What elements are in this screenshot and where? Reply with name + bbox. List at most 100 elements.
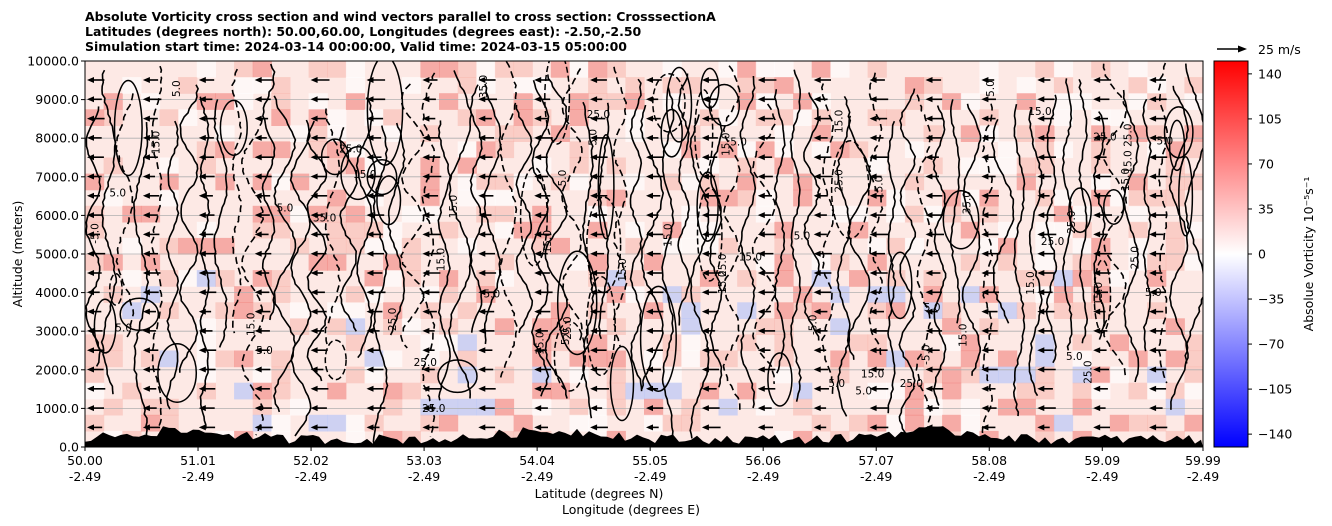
contour-label: 15.0 xyxy=(151,131,163,154)
vorticity-cell xyxy=(290,205,310,223)
contour-line xyxy=(199,96,211,429)
contour-line xyxy=(387,122,406,336)
vorticity-cell xyxy=(1035,414,1055,432)
wind-vector-head xyxy=(366,173,374,180)
wind-vector-head xyxy=(869,385,877,392)
wind-vector-head xyxy=(198,327,206,334)
wind-vector-head xyxy=(981,347,989,354)
wind-vector-head xyxy=(869,405,877,412)
vorticity-cell xyxy=(364,350,384,368)
wind-vector-head xyxy=(869,424,877,431)
vorticity-cell xyxy=(1035,382,1055,400)
wind-vector-head xyxy=(1093,385,1101,392)
vorticity-cell xyxy=(85,382,105,400)
wind-vector-head xyxy=(310,327,318,334)
wind-vector-head xyxy=(1149,250,1157,257)
contour-line xyxy=(178,84,199,373)
wind-vector-head xyxy=(925,270,933,276)
vorticity-cell xyxy=(830,318,850,335)
wind-vector-head xyxy=(646,212,653,219)
x-tick-label-lat: 58.08 xyxy=(971,453,1007,468)
vorticity-cell xyxy=(1072,366,1092,384)
vorticity-cell xyxy=(588,93,608,110)
wind-vector-head xyxy=(366,347,374,354)
contour-loop xyxy=(324,339,347,381)
wind-vector-head xyxy=(87,405,94,412)
wind-vector-head xyxy=(981,77,989,83)
vorticity-cell xyxy=(606,398,626,416)
vorticity-cell xyxy=(308,93,328,110)
vorticity-cell xyxy=(737,157,757,175)
vorticity-cell xyxy=(439,414,459,432)
contour-line xyxy=(932,105,947,406)
vorticity-cell xyxy=(681,173,701,191)
contour-line xyxy=(1045,94,1058,364)
vorticity-cell xyxy=(1053,93,1074,110)
vorticity-cell xyxy=(998,141,1018,159)
wind-vector-head xyxy=(981,96,989,103)
vorticity-cell xyxy=(140,414,161,432)
vorticity-cell xyxy=(811,141,831,159)
wind-vector-head xyxy=(422,96,430,103)
vorticity-cell xyxy=(755,318,775,335)
wind-vector-head xyxy=(478,173,486,180)
contour-line xyxy=(133,122,150,443)
vorticity-cell xyxy=(1165,173,1185,191)
vorticity-cell xyxy=(513,77,533,94)
vorticity-cell xyxy=(550,237,570,255)
wind-vector-head xyxy=(87,250,94,257)
vorticity-cell xyxy=(401,77,421,94)
vorticity-cell xyxy=(513,221,533,239)
y-tick-label: 6000.0 xyxy=(35,208,79,223)
vorticity-cell xyxy=(998,366,1018,384)
vorticity-cell xyxy=(1035,334,1055,352)
contour-line xyxy=(213,99,228,348)
vorticity-cell xyxy=(1091,61,1111,78)
wind-vector-head xyxy=(1093,154,1101,161)
vorticity-cell xyxy=(252,141,272,159)
wind-vector-head xyxy=(142,385,150,392)
vorticity-cell xyxy=(401,270,421,287)
vorticity-cell xyxy=(476,109,496,126)
contour-loop xyxy=(366,158,398,196)
contour-line xyxy=(739,75,757,409)
contour-label: 15.0 xyxy=(245,313,257,336)
wind-vector-head xyxy=(142,270,150,276)
vorticity-cell xyxy=(271,350,291,368)
vorticity-cell xyxy=(867,286,887,303)
wind-vector-head xyxy=(925,96,933,103)
vorticity-cell xyxy=(867,237,887,255)
vorticity-cell xyxy=(1053,414,1074,432)
x-tick-label-lat: 57.07 xyxy=(858,453,894,468)
y-tick-label: 10000.0 xyxy=(27,54,79,69)
wind-vector-head xyxy=(1037,308,1045,315)
wind-vector-head xyxy=(1149,96,1157,103)
wind-vector-head xyxy=(478,289,486,296)
vorticity-cell xyxy=(1165,237,1185,255)
contour-line xyxy=(639,104,665,390)
vorticity-cell xyxy=(681,237,701,255)
wind-vector-head xyxy=(198,192,206,199)
contour-label: 5.0 xyxy=(277,203,294,215)
contour-label: 25.0 xyxy=(414,357,437,369)
wind-vector-head xyxy=(590,231,598,238)
vorticity-cell xyxy=(867,382,887,400)
wind-vector-head xyxy=(1037,192,1045,199)
vorticity-cell xyxy=(1016,93,1036,110)
vorticity-cell xyxy=(606,61,626,78)
contour-line xyxy=(1102,63,1128,376)
wind-vector-head xyxy=(757,212,765,219)
wind-vector-head xyxy=(366,327,374,334)
wind-vector-head xyxy=(925,134,933,141)
vorticity-cell xyxy=(904,77,925,94)
wind-vector-head xyxy=(590,96,598,103)
colorbar-tick-label: 70 xyxy=(1258,156,1274,171)
vorticity-cell xyxy=(1053,302,1074,319)
vorticity-cell xyxy=(793,286,813,303)
wind-vector-head xyxy=(813,327,821,334)
vorticity-cell xyxy=(588,350,608,368)
vorticity-cell xyxy=(401,382,421,400)
vorticity-cell xyxy=(1184,350,1203,368)
vorticity-cell xyxy=(774,270,794,287)
wind-vector-head xyxy=(254,212,262,219)
